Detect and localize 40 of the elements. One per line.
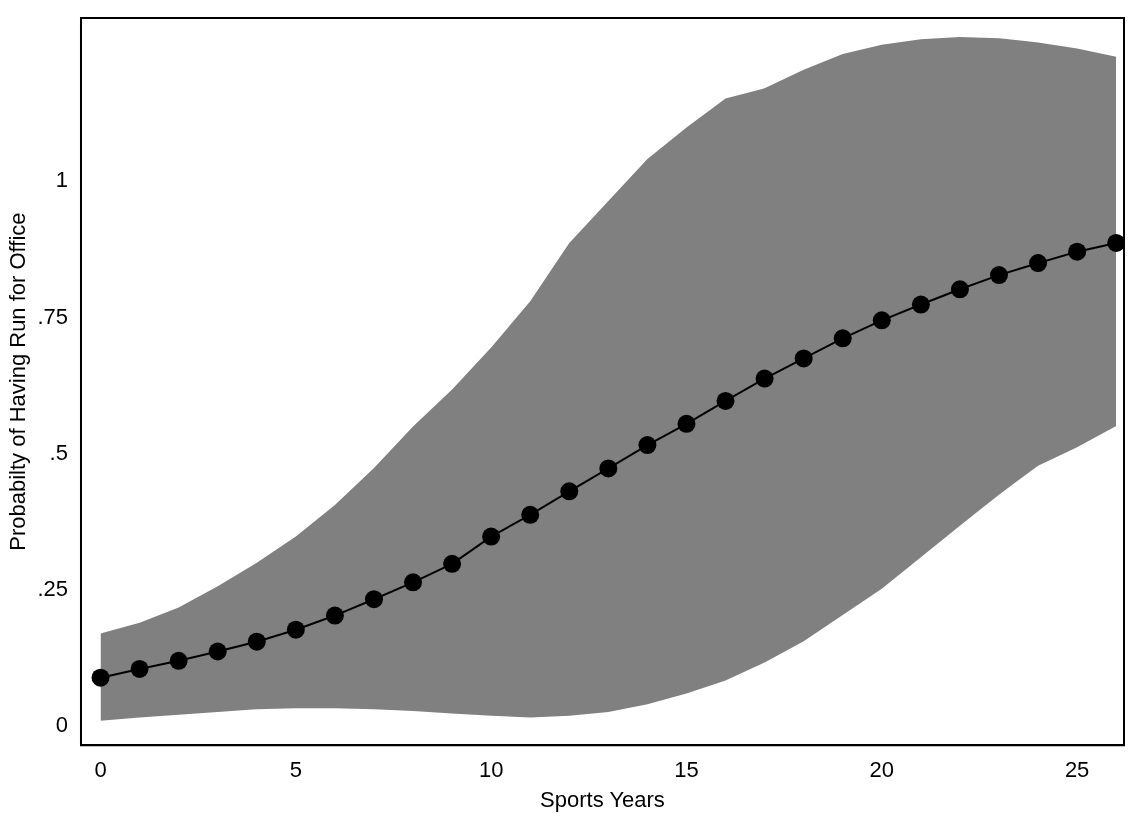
y-tick-label: 0	[55, 712, 68, 738]
point	[521, 505, 540, 524]
y-axis-title: Probabilty of Having Run for Office	[5, 212, 31, 551]
point	[677, 414, 696, 433]
x-axis-title: Sports Years	[540, 786, 665, 812]
y-tick-label: 1	[55, 167, 68, 193]
point	[1029, 254, 1048, 273]
point	[286, 620, 305, 639]
x-tick-label: 5	[289, 757, 302, 783]
point	[872, 311, 891, 330]
point	[247, 632, 266, 651]
point	[325, 606, 344, 625]
point	[208, 642, 227, 661]
point	[638, 436, 657, 455]
point	[794, 349, 813, 368]
point	[755, 369, 774, 388]
point	[1107, 233, 1124, 252]
point	[364, 590, 383, 609]
point	[716, 391, 735, 410]
point	[443, 554, 462, 573]
point	[91, 668, 110, 687]
point	[560, 482, 579, 501]
point	[169, 651, 188, 670]
x-tick-label: 15	[674, 757, 699, 783]
point	[599, 459, 618, 478]
y-tick-label: .75	[37, 303, 68, 329]
y-tick-label: .5	[49, 439, 68, 465]
x-tick-label: 10	[478, 757, 504, 783]
point	[833, 329, 852, 348]
point	[482, 527, 501, 546]
point	[989, 266, 1008, 285]
point	[404, 573, 423, 592]
x-tick-label: 25	[1064, 757, 1090, 783]
point	[911, 295, 930, 314]
y-tick-label: .25	[37, 576, 68, 602]
point	[130, 659, 149, 678]
point	[1068, 242, 1087, 261]
x-tick-label: 0	[94, 757, 107, 783]
point	[950, 280, 969, 299]
x-tick-label: 20	[869, 757, 895, 783]
